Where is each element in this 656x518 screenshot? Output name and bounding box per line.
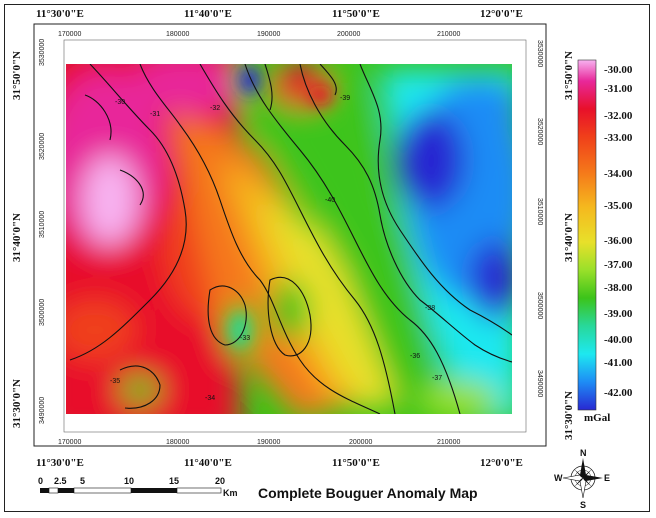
lat-label: 31°40'0"N [563, 213, 575, 262]
legend-value: -39.00 [604, 308, 633, 320]
map-neatline [33, 23, 547, 447]
easting-labels-top: 170000 180000 190000 200000 210000 [58, 31, 460, 38]
legend-color-bar [577, 59, 597, 411]
northing-label: 3510000 [39, 211, 46, 238]
contour-label: -36 [410, 353, 420, 360]
legend: -30.00 -31.00 -32.00 -33.00 -34.00 -35.0… [577, 59, 633, 424]
lon-label: 11°30'0"E [36, 8, 84, 20]
northing-label: 3510000 [536, 198, 543, 225]
lat-label: 31°30'0"N [563, 391, 575, 440]
lat-label: 31°50'0"N [11, 51, 23, 100]
legend-value: -35.00 [604, 200, 633, 212]
legend-value: -31.00 [604, 83, 633, 95]
northing-label: 3500000 [39, 299, 46, 326]
contour-label-group: -30 -31 -32 -33 -34 -35 -36 -37 -38 -39 … [110, 95, 442, 402]
contour-label: -39 [340, 95, 350, 102]
northing-labels-left: 3530000 3520000 3510000 3500000 3490000 [39, 39, 46, 424]
contour-label: -34 [205, 395, 215, 402]
legend-value: -34.00 [604, 168, 633, 180]
lon-label: 11°50'0"E [332, 8, 380, 20]
legend-value: -33.00 [604, 132, 633, 144]
lat-label: 31°50'0"N [563, 51, 575, 100]
legend-unit: mGal [584, 412, 610, 424]
northing-label: 3500000 [536, 292, 543, 319]
map-title: Complete Bouguer Anomaly Map [258, 485, 478, 501]
lon-label: 12°0'0"E [480, 8, 523, 20]
anomaly-raster [66, 64, 512, 414]
scale-unit: Km [223, 488, 238, 498]
easting-label: 180000 [166, 439, 189, 446]
northing-label: 3520000 [536, 118, 543, 145]
easting-label: 200000 [349, 439, 372, 446]
longitude-labels-top: 11°30'0"E 11°40'0"E 11°50'0"E 12°0'0"E [36, 8, 523, 20]
legend-value: -37.00 [604, 259, 633, 271]
northing-labels-right: 3530000 3520000 3510000 3500000 3490000 [536, 40, 543, 397]
northing-label: 3530000 [39, 39, 46, 66]
contour-lines [69, 64, 512, 414]
contour-label: -37 [432, 375, 442, 382]
easting-label: 170000 [58, 439, 81, 446]
easting-label: 210000 [437, 439, 460, 446]
easting-label: 190000 [257, 31, 280, 38]
scale-label: 2.5 [54, 476, 67, 486]
scale-bar: 0 2.5 5 10 15 20 Km [38, 476, 238, 498]
legend-value: -40.00 [604, 334, 633, 346]
compass-rose-icon: N E S W [554, 448, 610, 510]
utm-neatline [63, 39, 527, 433]
contour-label: -38 [425, 305, 435, 312]
easting-label: 190000 [257, 439, 280, 446]
legend-value: -42.00 [604, 387, 633, 399]
compass-s-label: S [580, 500, 586, 510]
lat-label: 31°40'0"N [11, 213, 23, 262]
lon-label: 11°50'0"E [332, 457, 380, 469]
scale-label: 20 [215, 476, 225, 486]
legend-value: -32.00 [604, 110, 633, 122]
legend-value: -38.00 [604, 282, 633, 294]
lat-label: 31°30'0"N [11, 379, 23, 428]
scale-label: 10 [124, 476, 134, 486]
scale-label: 15 [169, 476, 179, 486]
northing-label: 3520000 [39, 133, 46, 160]
lon-label: 11°30'0"E [36, 457, 84, 469]
easting-label: 210000 [437, 31, 460, 38]
northing-label: 3530000 [536, 40, 543, 67]
longitude-labels-bottom: 11°30'0"E 11°40'0"E 11°50'0"E 12°0'0"E [36, 457, 523, 469]
compass-n-label: N [580, 448, 587, 458]
lon-label: 12°0'0"E [480, 457, 523, 469]
easting-label: 170000 [58, 31, 81, 38]
contour-label: -33 [240, 335, 250, 342]
compass-e-label: E [604, 473, 610, 483]
contour-label: -40 [325, 197, 335, 204]
easting-label: 180000 [166, 31, 189, 38]
contour-label: -31 [150, 111, 160, 118]
latitude-labels-right: 31°50'0"N 31°40'0"N 31°30'0"N [563, 51, 575, 440]
lon-label: 11°40'0"E [184, 8, 232, 20]
scale-label: 0 [38, 476, 43, 486]
map-frame [4, 4, 650, 512]
legend-value: -36.00 [604, 235, 633, 247]
northing-label: 3490000 [536, 370, 543, 397]
contour-label: -32 [210, 105, 220, 112]
compass-w-label: W [554, 473, 563, 483]
lon-label: 11°40'0"E [184, 457, 232, 469]
northing-label: 3490000 [39, 397, 46, 424]
legend-value: -41.00 [604, 357, 633, 369]
easting-label: 200000 [337, 31, 360, 38]
latitude-labels-left: 31°50'0"N 31°40'0"N 31°30'0"N [11, 51, 23, 428]
contour-label: -30 [115, 99, 125, 106]
easting-labels-bottom: 170000 180000 190000 200000 210000 [58, 439, 460, 446]
legend-value: -30.00 [604, 64, 633, 76]
scale-label: 5 [80, 476, 85, 486]
contour-label: -35 [110, 378, 120, 385]
